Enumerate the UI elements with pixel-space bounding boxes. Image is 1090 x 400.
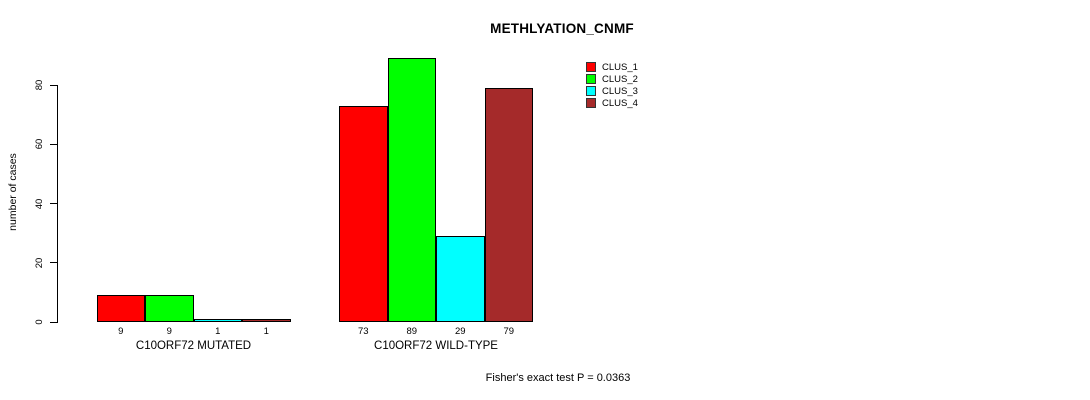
legend-label: CLUS_3 [602,85,638,97]
legend-row-clus_3: CLUS_3 [586,85,638,97]
bar-value-label: 79 [503,326,515,337]
legend-row-clus_2: CLUS_2 [586,73,638,85]
y-tick-mark [50,84,57,86]
bar-clus_2-group2 [387,58,436,322]
chart-title: METHLYATION_CNMF [490,21,634,36]
y-tick-label: 60 [34,138,45,150]
footnote-fishers-test: Fisher's exact test P = 0.0363 [485,372,631,384]
legend-swatch-icon [586,62,596,72]
y-tick-mark [50,203,57,204]
bar-clus_4-group2 [484,87,533,322]
y-tick-label: 40 [34,198,45,209]
legend: CLUS_1 CLUS_2 CLUS_3 CLUS_4 [586,61,638,109]
legend-swatch-icon [586,98,596,108]
bar-value-label: 89 [406,326,418,337]
bar-clus_2-group1 [145,295,194,322]
y-tick-mark [50,143,57,145]
legend-label: CLUS_2 [602,73,638,85]
bar-value-label: 9 [166,326,172,337]
bar-clus_1-group1 [96,295,145,322]
bar-clus_4-group1 [242,319,291,322]
bar-clus_1-group2 [339,105,388,322]
bar-value-label: 9 [118,326,124,337]
legend-label: CLUS_4 [602,97,638,109]
bar-clus_3-group2 [436,236,485,322]
group-label-1: C10ORF72 MUTATED [135,340,252,352]
y-axis-line [57,85,58,323]
bar-clus_3-group1 [193,319,242,322]
legend-row-clus_1: CLUS_1 [586,61,638,73]
y-tick-label: 20 [34,257,45,269]
bar-value-label: 1 [215,326,221,337]
bar-value-label: 1 [263,326,269,337]
y-tick-mark [50,321,57,323]
bar-value-label: 29 [454,326,466,337]
legend-swatch-icon [586,74,596,84]
legend-label: CLUS_1 [602,61,638,73]
y-tick-label: 80 [34,79,45,91]
y-axis-title: number of cases [7,153,19,231]
y-tick-mark [50,262,57,264]
legend-row-clus_4: CLUS_4 [586,97,638,109]
legend-swatch-icon [586,86,596,96]
group-label-2: C10ORF72 WILD-TYPE [374,340,498,352]
y-tick-label: 0 [34,319,45,325]
bar-value-label: 73 [357,326,369,337]
